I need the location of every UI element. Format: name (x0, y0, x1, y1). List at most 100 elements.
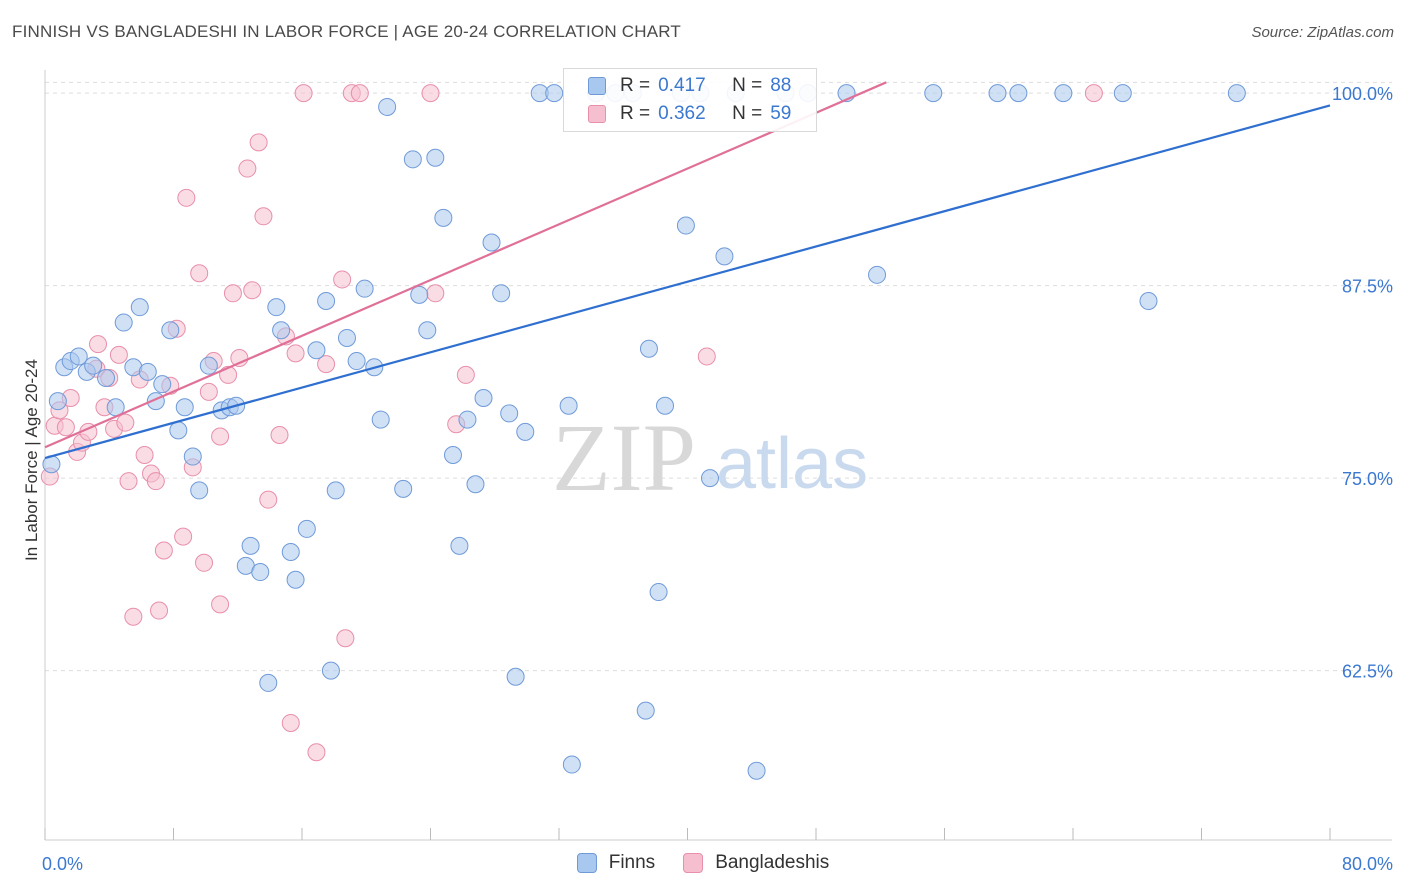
finn-point (649, 583, 668, 602)
finn-point (337, 328, 356, 347)
bangladeshi-point (154, 541, 173, 560)
x-tick-label: 0.0% (42, 854, 83, 874)
y-tick-label: 100.0% (1332, 84, 1393, 104)
bangladeshi-point (56, 418, 75, 437)
finn-point (458, 410, 477, 429)
y-tick-label: 62.5% (1342, 662, 1393, 682)
legend-row-finns: R = 0.417 N = 88 (588, 73, 791, 99)
finn-point (636, 701, 655, 720)
finn-point (317, 292, 336, 310)
legend-row-bangladeshis: R = 0.362 N = 59 (588, 101, 791, 127)
bangladeshi-point (238, 159, 257, 178)
bangladeshis-legend-label: Bangladeshis (715, 852, 830, 873)
bangladeshi-point (294, 84, 313, 103)
finn-point (394, 479, 413, 498)
finns-swatch (588, 77, 606, 95)
finn-point (161, 321, 180, 340)
trend-lines (44, 81, 1331, 460)
bangladeshi-point (109, 345, 128, 364)
watermark-zip: ZIP (552, 404, 696, 511)
r-label: R = (620, 103, 651, 124)
bangladeshi-point (421, 84, 440, 103)
y-tick-label: 75.0% (1342, 469, 1393, 489)
finn-point (545, 84, 564, 103)
correlation-legend: R = 0.417 N = 88 R = 0.362 N = 59 (563, 68, 817, 132)
bangladeshi-point (286, 344, 305, 363)
finn-point (347, 352, 366, 371)
bangladeshis-r-value: 0.362 (658, 103, 706, 124)
finns-n-value: 88 (770, 75, 792, 96)
finn-point (466, 475, 485, 494)
bangladeshi-point (124, 607, 143, 626)
finn-point (378, 97, 397, 116)
finn-point (267, 298, 286, 317)
bangladeshi-point (336, 629, 355, 648)
finns-trend-line (44, 104, 1331, 460)
finn-point (562, 755, 581, 774)
bangladeshi-point (333, 270, 352, 289)
finn-point (251, 563, 270, 582)
n-label: N = (732, 75, 763, 96)
n-label: N = (732, 103, 763, 124)
bangladeshi-point (307, 743, 326, 762)
finn-point (130, 298, 149, 317)
bangladeshis-n-value: 59 (770, 103, 792, 124)
finn-point (272, 321, 291, 340)
finn-point (183, 447, 202, 466)
finn-point (1139, 292, 1158, 310)
bangladeshis-trend-line (44, 81, 887, 449)
bangladeshi-point (135, 446, 154, 464)
finn-point (988, 84, 1007, 103)
finn-point (403, 150, 422, 169)
finn-point (1054, 84, 1073, 103)
bangladeshi-point (456, 365, 475, 384)
finns-legend-label: Finns (608, 852, 656, 873)
finn-point (924, 84, 943, 103)
bangladeshi-point (199, 382, 218, 401)
bangladeshi-point (317, 355, 336, 374)
finn-point (474, 389, 493, 408)
watermark-atlas: atlas (716, 424, 868, 504)
finn-point (715, 247, 734, 266)
finn-point (492, 284, 511, 303)
finn-point (868, 265, 887, 284)
tick-labels: 62.5% 75.0% 87.5% 100.0% 0.0% 80.0% (42, 84, 1393, 874)
finn-point (656, 396, 675, 415)
legend-item-bangladeshis: Bangladeshis (683, 852, 829, 874)
bangladeshi-point (249, 133, 268, 152)
finn-point (434, 208, 453, 227)
watermark: ZIP atlas (552, 404, 868, 511)
bangladeshi-point (146, 472, 165, 491)
x-tick-label: 80.0% (1342, 854, 1393, 874)
bangladeshi-point (174, 527, 193, 546)
finn-point (516, 422, 535, 441)
finn-point (1113, 84, 1132, 103)
finn-point (326, 481, 345, 500)
finn-point (1009, 84, 1028, 103)
finn-point (241, 536, 260, 555)
finn-point (500, 404, 519, 423)
bangladeshi-point (1084, 84, 1103, 103)
finn-point (69, 347, 88, 366)
finn-point (426, 148, 445, 167)
finn-point (559, 396, 578, 415)
bangladeshi-point (211, 595, 230, 614)
bangladeshi-point (190, 264, 209, 283)
finn-point (84, 356, 103, 375)
chart-source: Source: ZipAtlas.com (1251, 24, 1394, 41)
finn-point (307, 341, 326, 360)
finn-point (169, 421, 188, 440)
finn-point (410, 285, 429, 304)
finn-point (443, 446, 462, 464)
finn-point (97, 369, 116, 387)
bangladeshi-point (254, 207, 273, 226)
bangladeshi-point (89, 335, 108, 354)
finn-point (259, 673, 278, 692)
r-label: R = (620, 75, 651, 96)
bangladeshi-point (426, 284, 445, 303)
series-legend: Finns Bangladeshis (0, 852, 1406, 874)
finn-point (297, 519, 316, 538)
bangladeshi-point (243, 281, 262, 300)
finns-r-value: 0.417 (658, 75, 706, 96)
